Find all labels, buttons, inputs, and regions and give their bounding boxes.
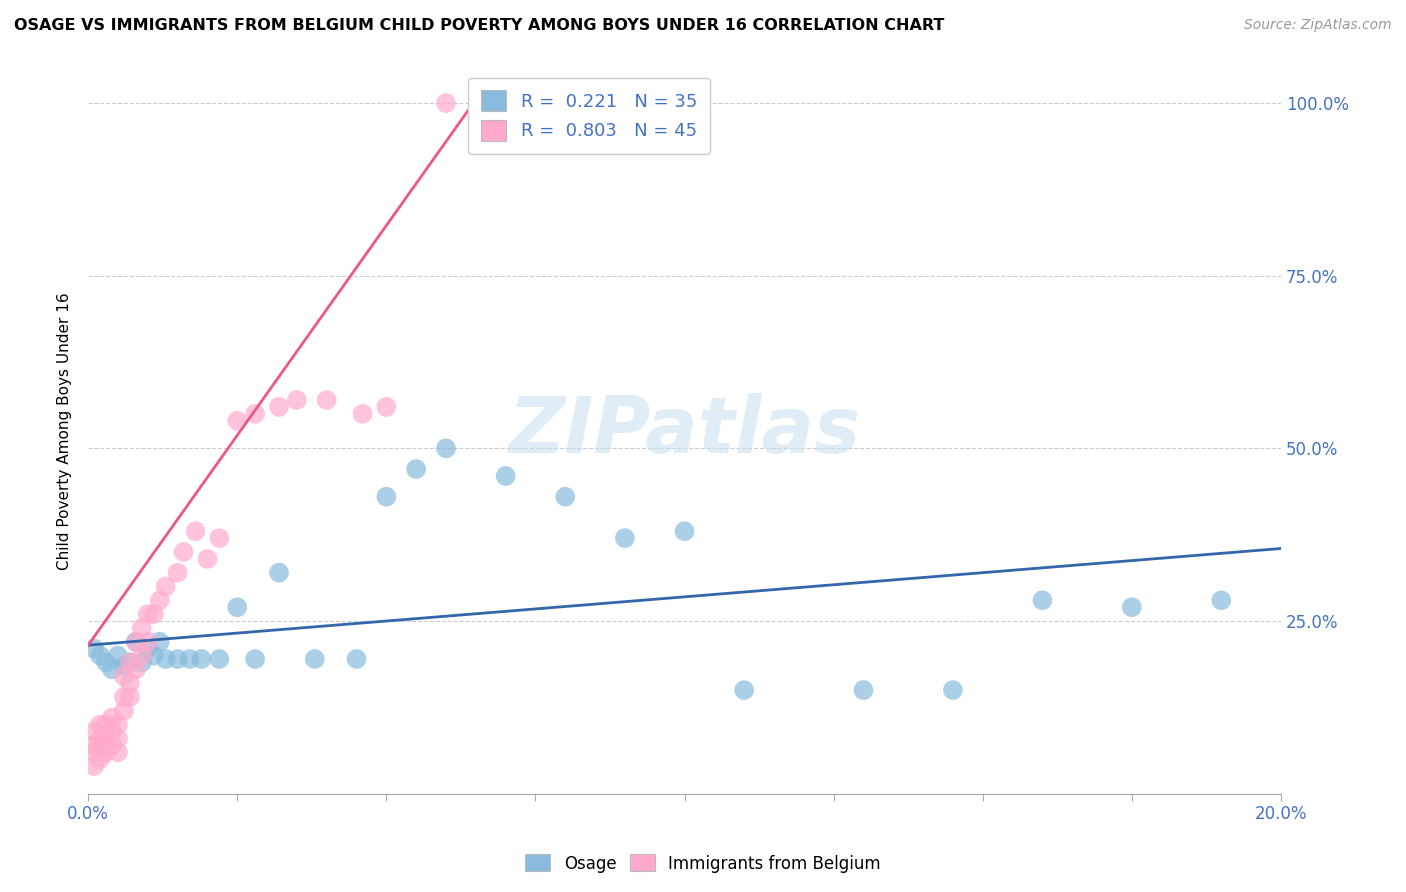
Point (149, 593, 172, 607)
Point (267, 566, 290, 580)
Point (94, 731, 117, 746)
Point (118, 656, 141, 670)
Point (83, 724, 105, 739)
Point (118, 676, 141, 690)
Point (118, 690, 141, 704)
Point (125, 634, 148, 648)
Point (83, 641, 105, 656)
Text: OSAGE VS IMMIGRANTS FROM BELGIUM CHILD POVERTY AMONG BOYS UNDER 16 CORRELATION C: OSAGE VS IMMIGRANTS FROM BELGIUM CHILD P… (14, 18, 945, 33)
Point (852, 683, 875, 698)
Point (89, 739, 111, 753)
Point (166, 566, 188, 580)
Point (142, 607, 165, 621)
Point (942, 683, 965, 698)
Point (495, 469, 517, 483)
Point (208, 652, 231, 666)
Point (166, 652, 188, 666)
Point (197, 552, 219, 566)
Point (315, 392, 337, 407)
Point (131, 656, 153, 670)
Point (405, 462, 427, 476)
Y-axis label: Child Poverty Among Boys Under 16: Child Poverty Among Boys Under 16 (58, 293, 72, 570)
Point (107, 648, 129, 663)
Point (101, 711, 124, 725)
Point (190, 652, 212, 666)
Point (346, 652, 368, 666)
Point (285, 392, 308, 407)
Point (118, 656, 141, 670)
Point (1031, 593, 1053, 607)
Point (142, 648, 165, 663)
Point (226, 414, 249, 428)
Point (89, 731, 111, 746)
Point (83, 745, 105, 759)
Point (173, 545, 195, 559)
Point (733, 683, 755, 698)
Point (155, 652, 177, 666)
Point (1211, 593, 1233, 607)
Point (208, 531, 231, 545)
Point (101, 724, 124, 739)
Point (83, 759, 105, 773)
Text: ZIPatlas: ZIPatlas (509, 393, 860, 469)
Point (107, 731, 129, 746)
Point (613, 531, 636, 545)
Point (125, 662, 148, 676)
Point (112, 669, 135, 683)
Point (131, 621, 153, 635)
Point (352, 407, 374, 421)
Point (112, 704, 135, 718)
Legend: R =  0.221   N = 35, R =  0.803   N = 45: R = 0.221 N = 35, R = 0.803 N = 45 (468, 78, 710, 153)
Point (131, 648, 153, 663)
Point (184, 524, 207, 539)
Point (155, 579, 177, 593)
Text: Source: ZipAtlas.com: Source: ZipAtlas.com (1244, 18, 1392, 32)
Point (107, 717, 129, 731)
Point (673, 524, 696, 539)
Point (375, 490, 398, 504)
Legend: Osage, Immigrants from Belgium: Osage, Immigrants from Belgium (519, 847, 887, 880)
Point (101, 662, 124, 676)
Point (226, 600, 249, 615)
Point (136, 607, 159, 621)
Point (94, 717, 117, 731)
Point (434, 442, 457, 456)
Point (375, 400, 398, 414)
Point (149, 634, 172, 648)
Point (554, 490, 576, 504)
Point (112, 659, 135, 673)
Point (179, 652, 201, 666)
Point (125, 634, 148, 648)
Point (94, 656, 117, 670)
Point (89, 717, 111, 731)
Point (89, 648, 111, 663)
Point (267, 400, 290, 414)
Point (136, 634, 159, 648)
Point (304, 652, 326, 666)
Point (94, 745, 117, 759)
Point (243, 407, 266, 421)
Point (112, 690, 135, 704)
Point (83, 739, 105, 753)
Point (434, 96, 457, 111)
Point (101, 739, 124, 753)
Point (243, 652, 266, 666)
Point (1121, 600, 1143, 615)
Point (136, 641, 159, 656)
Point (89, 752, 111, 766)
Point (107, 745, 129, 759)
